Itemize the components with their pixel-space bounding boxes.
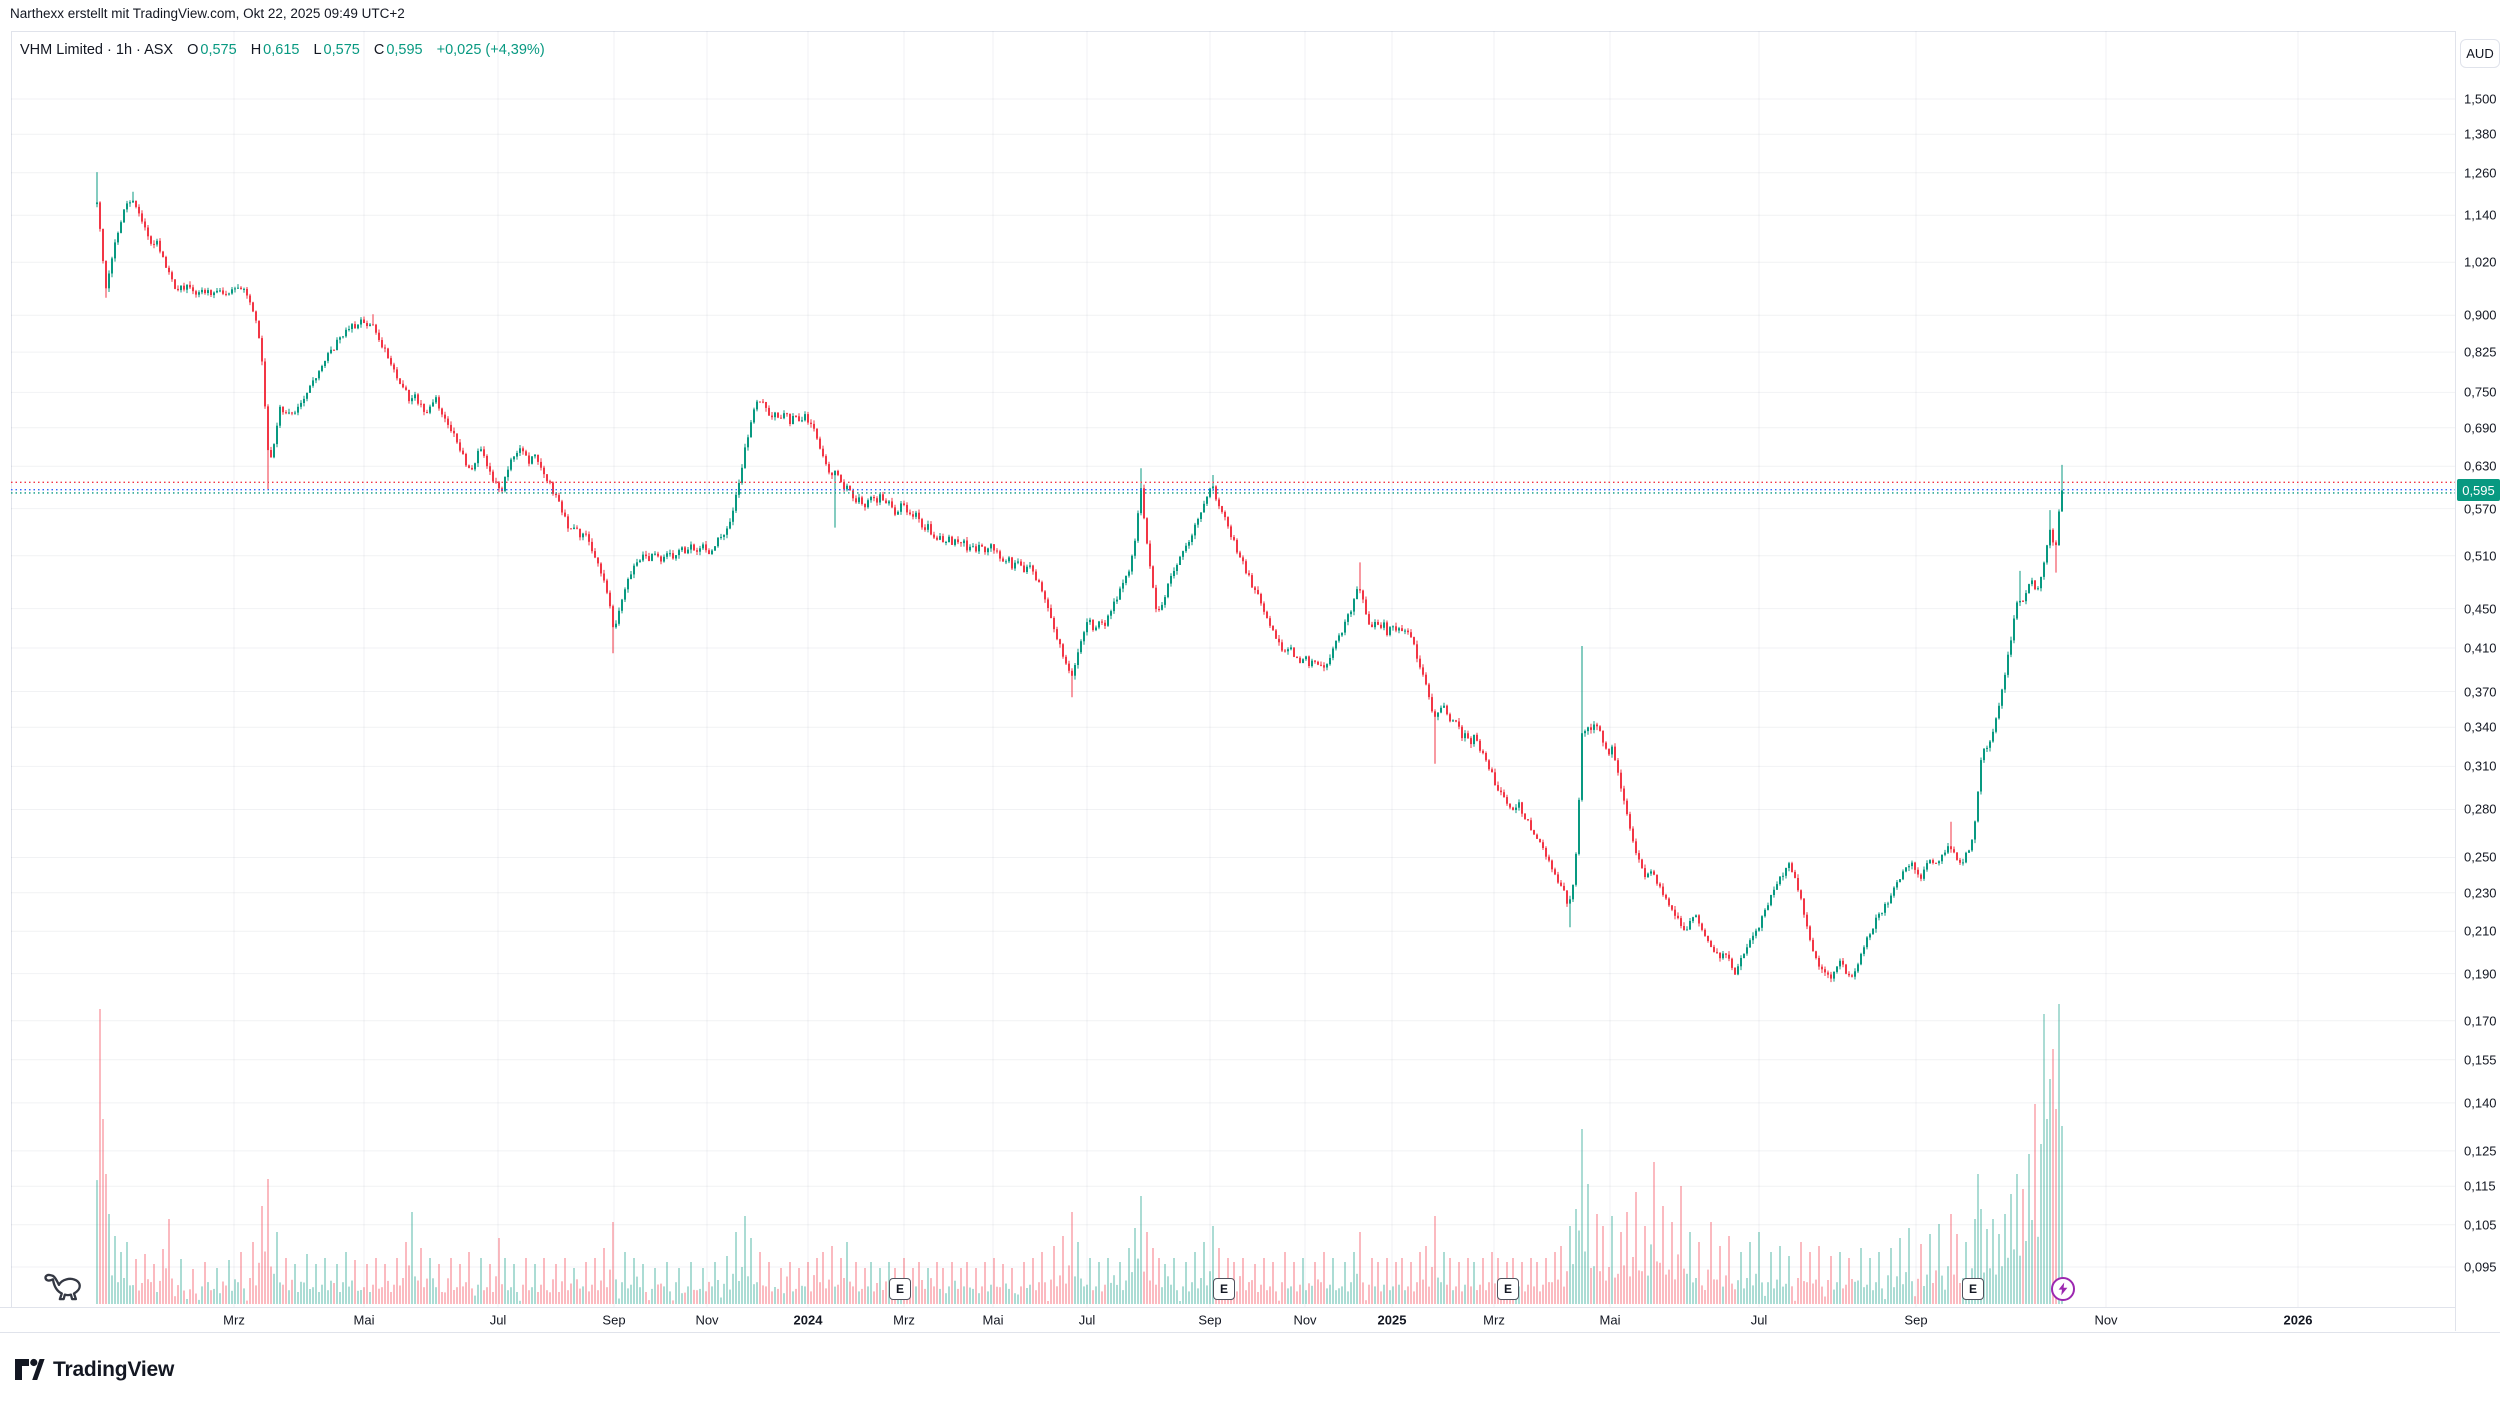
time-tick: Mai xyxy=(1599,1312,1621,1328)
price-tick: 0,115 xyxy=(2464,1178,2496,1194)
price-tick: 0,825 xyxy=(2464,344,2497,360)
close-value: 0,595 xyxy=(386,42,423,58)
lightning-button[interactable] xyxy=(2051,1277,2075,1301)
price-tick: 0,105 xyxy=(2464,1217,2497,1233)
price-tick: 0,630 xyxy=(2464,458,2497,474)
price-tick: 1,380 xyxy=(2464,126,2497,142)
earnings-marker-badge[interactable]: E xyxy=(1213,1278,1235,1300)
symbol-legend[interactable]: VHM Limited · 1h · ASX O 0,575 H 0,615 L 0,… xyxy=(20,42,545,58)
price-tick: 0,690 xyxy=(2464,420,2497,436)
price-tick: 0,095 xyxy=(2464,1259,2497,1275)
time-tick: Mrz xyxy=(893,1312,915,1328)
time-tick: Mrz xyxy=(223,1312,245,1328)
price-tick: 0,340 xyxy=(2464,719,2497,735)
high-label: H xyxy=(250,42,262,58)
symbol-title[interactable]: VHM Limited · 1h · ASX xyxy=(20,42,174,58)
earnings-marker-badge[interactable]: E xyxy=(889,1278,911,1300)
pane-top-border xyxy=(11,31,2500,32)
change-value: +0,025 (+4,39%) xyxy=(436,42,545,58)
price-tick: 0,140 xyxy=(2464,1095,2497,1111)
time-tick: Sep xyxy=(1904,1312,1928,1328)
time-tick: Sep xyxy=(602,1312,626,1328)
ohlc-low: L 0,575 xyxy=(313,42,359,58)
price-tick: 0,210 xyxy=(2464,923,2497,939)
price-tick: 1,500 xyxy=(2464,91,2497,107)
high-value: 0,615 xyxy=(263,42,300,58)
price-axis[interactable]: AUD 1,500 1,380 1,260 1,140 1,020 0,900 0,825 0… xyxy=(2455,31,2500,1331)
price-tick: 0,155 xyxy=(2464,1052,2497,1068)
price-tick: 0,170 xyxy=(2464,1013,2497,1029)
price-tick: 0,570 xyxy=(2464,501,2497,517)
ohlc-high: H 0,615 xyxy=(251,42,300,58)
time-tick: 2025 xyxy=(1377,1312,1407,1328)
ohlc-open: O 0,575 xyxy=(187,42,237,58)
ohlc-close: C 0,595 xyxy=(374,42,423,58)
close-label: C xyxy=(373,42,385,58)
price-tick: 0,370 xyxy=(2464,684,2497,699)
time-tick: 2024 xyxy=(793,1312,823,1328)
time-tick: Nov xyxy=(2094,1312,2118,1328)
earnings-marker-badge[interactable]: E xyxy=(1962,1278,1984,1300)
time-tick: Jul xyxy=(1078,1312,1096,1328)
open-value: 0,575 xyxy=(200,42,237,58)
time-tick: 2026 xyxy=(2283,1312,2313,1328)
time-tick: Jul xyxy=(1750,1312,1768,1328)
time-tick: Mai xyxy=(353,1312,375,1328)
time-tick: Mai xyxy=(982,1312,1004,1328)
time-tick: Jul xyxy=(489,1312,507,1328)
price-tick: 0,410 xyxy=(2464,640,2497,656)
low-value: 0,575 xyxy=(323,42,360,58)
price-tick: 0,310 xyxy=(2464,758,2497,774)
price-tick: 0,250 xyxy=(2464,849,2497,865)
earnings-marker-badge[interactable]: E xyxy=(1497,1278,1519,1300)
price-tick: 0,190 xyxy=(2464,966,2497,982)
time-tick: Sep xyxy=(1198,1312,1222,1328)
tradingview-logo-text: TradingView xyxy=(53,1357,175,1381)
price-tick: 0,125 xyxy=(2464,1143,2497,1159)
time-tick: Nov xyxy=(695,1312,719,1328)
tradingview-logo[interactable]: TradingView xyxy=(14,1357,174,1382)
price-tick: 0,510 xyxy=(2464,548,2497,564)
price-tick: 0,450 xyxy=(2464,601,2497,617)
dino-icon xyxy=(44,1273,81,1301)
time-axis[interactable]: Mrz Mai Jul Sep Nov 2024 Mrz Mai Jul Sep Nov 2025 Mr… xyxy=(0,1307,2500,1333)
time-tick: Mrz xyxy=(1483,1312,1505,1328)
low-label: L xyxy=(313,42,322,58)
price-tick: 1,020 xyxy=(2464,254,2497,270)
price-tick: 0,230 xyxy=(2464,885,2497,901)
credit-text: Narthexx erstellt mit TradingView.com, O… xyxy=(10,6,405,21)
price-tick: 1,140 xyxy=(2464,207,2497,223)
open-label: O xyxy=(187,42,199,58)
current-price-badge[interactable]: 0,595 xyxy=(2457,479,2500,502)
pane-left-border xyxy=(11,31,12,1331)
lightning-icon xyxy=(2058,1282,2068,1296)
tradingview-logo-mark-icon xyxy=(15,1358,45,1380)
price-tick: 0,900 xyxy=(2464,307,2497,323)
price-tick: 1,260 xyxy=(2464,165,2497,181)
price-tick: 0,750 xyxy=(2464,384,2497,400)
price-tick: 0,280 xyxy=(2464,801,2497,817)
currency-toggle-button[interactable]: AUD xyxy=(2460,39,2500,68)
time-tick: Nov xyxy=(1293,1312,1317,1328)
